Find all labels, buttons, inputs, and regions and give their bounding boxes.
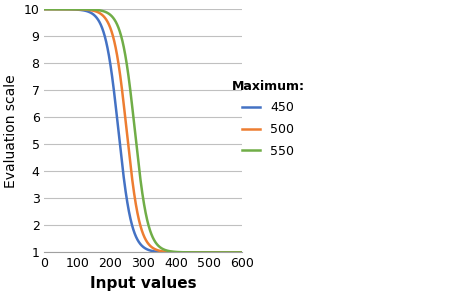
450 bbox=[64, 7, 70, 11]
550 bbox=[76, 7, 81, 11]
450 bbox=[239, 251, 244, 254]
Line: 550: 550 bbox=[44, 9, 242, 253]
550 bbox=[126, 76, 131, 79]
500 bbox=[126, 148, 131, 151]
Legend: 450, 500, 550: 450, 500, 550 bbox=[231, 80, 304, 158]
550 bbox=[117, 31, 123, 34]
500 bbox=[41, 7, 47, 11]
450 bbox=[76, 8, 81, 12]
500 bbox=[76, 8, 81, 11]
Y-axis label: Evaluation scale: Evaluation scale bbox=[4, 74, 18, 188]
500 bbox=[117, 73, 123, 76]
Line: 450: 450 bbox=[44, 9, 242, 253]
550 bbox=[235, 251, 241, 254]
450 bbox=[235, 251, 241, 254]
Line: 500: 500 bbox=[44, 9, 242, 253]
500 bbox=[214, 251, 219, 254]
500 bbox=[239, 251, 244, 254]
550 bbox=[41, 7, 47, 11]
550 bbox=[239, 251, 244, 254]
450 bbox=[41, 7, 47, 11]
450 bbox=[117, 144, 123, 148]
550 bbox=[64, 7, 70, 11]
500 bbox=[64, 7, 70, 11]
500 bbox=[235, 251, 241, 254]
450 bbox=[214, 251, 219, 254]
450 bbox=[126, 208, 131, 212]
550 bbox=[214, 251, 219, 254]
X-axis label: Input values: Input values bbox=[90, 276, 196, 291]
